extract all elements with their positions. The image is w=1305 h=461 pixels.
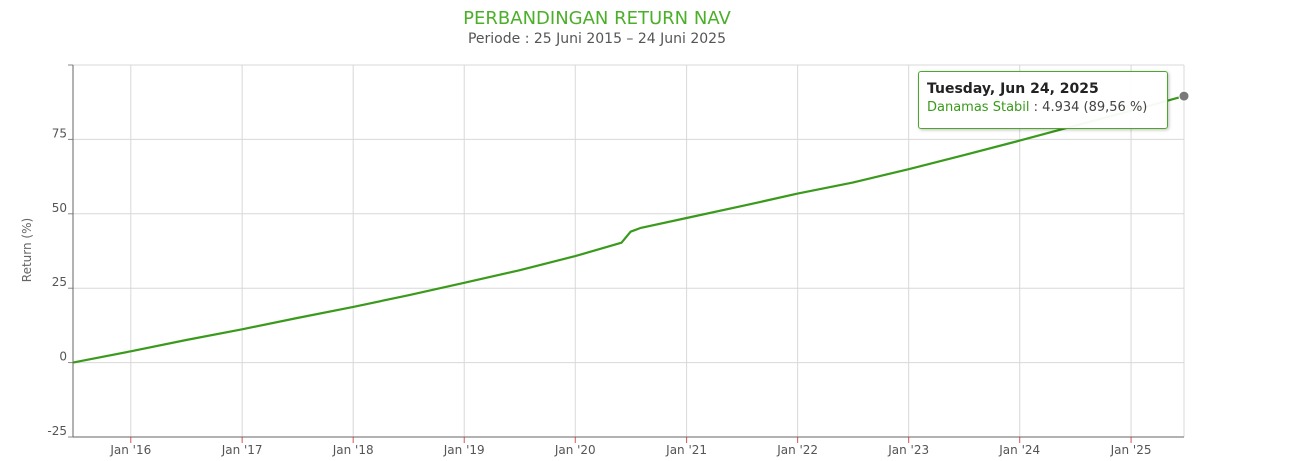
x-tick-label: Jan '17 [221,443,263,457]
series-layer[interactable] [72,90,1190,364]
x-tick-label: Jan '23 [887,443,929,457]
y-axis-title: Return (%) [20,218,34,282]
chart-subtitle: Periode : 25 Juni 2015 – 24 Juni 2025 [468,31,726,47]
axis-layer: -25 0 25 50 75 Jan '16 Jan '17 Jan '18 Jan '19 Ja… [47,64,1184,457]
chart-title: PERBANDINGAN RETURN NAV [463,8,731,29]
y-tick-label: 50 [52,201,67,215]
y-tick-label: -25 [47,424,67,438]
x-tick-label: Jan '18 [332,443,374,457]
y-tick-label: 75 [52,126,67,140]
x-tick-label: Jan '16 [109,443,151,457]
x-tick-label: Jan '21 [665,443,707,457]
tooltip-date: Tuesday, Jun 24, 2025 [927,81,1099,97]
x-tick-label: Jan '22 [776,443,818,457]
x-tick-label: Jan '19 [443,443,485,457]
y-tick-label: 25 [52,275,67,289]
chart-tooltip: Tuesday, Jun 24, 2025 Danamas Stabil : 4… [918,71,1168,129]
tooltip-value: 4.934 (89,56 %) [1042,100,1148,115]
series-line[interactable] [72,95,1185,364]
tooltip-series-name: Danamas Stabil [927,100,1030,115]
x-tick-label: Jan '25 [1110,443,1152,457]
tooltip-row: Danamas Stabil : 4.934 (89,56 %) [927,100,1148,115]
x-tick-label: Jan '24 [998,443,1040,457]
y-tick-label: 0 [59,350,67,364]
last-point-marker[interactable] [1178,90,1190,102]
x-tick-label: Jan '20 [554,443,596,457]
